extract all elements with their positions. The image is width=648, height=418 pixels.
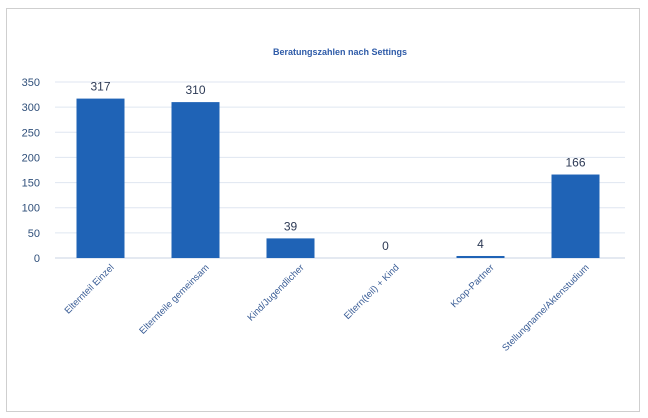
y-tick-label: 300 bbox=[22, 102, 40, 114]
category-label: Koop-Partner bbox=[449, 262, 497, 310]
y-tick-label: 150 bbox=[22, 178, 40, 190]
grid-layer bbox=[55, 81, 625, 259]
category-label: Elternteile gemeinsam bbox=[137, 262, 211, 336]
data-label: 4 bbox=[477, 237, 484, 251]
y-tick-label: 200 bbox=[22, 152, 40, 164]
category-labels: Elternteil Einzel Elternteile gemeinsam Ki… bbox=[63, 262, 592, 353]
y-tick-label: 350 bbox=[22, 77, 40, 89]
chart-title: Beratungszahlen nach Settings bbox=[273, 47, 407, 57]
data-label: 39 bbox=[284, 219, 298, 233]
category-label: Stellungname/Aktenstudium bbox=[500, 262, 591, 353]
data-labels: 317 310 39 0 4 166 bbox=[90, 80, 585, 253]
data-label: 0 bbox=[382, 239, 389, 253]
bar bbox=[456, 255, 505, 258]
category-label: Elternteil Einzel bbox=[63, 262, 117, 316]
data-label: 166 bbox=[565, 156, 585, 170]
bar bbox=[266, 238, 315, 258]
category-label: Eltern(teil) + Kind bbox=[342, 262, 401, 321]
y-tick-label: 50 bbox=[28, 228, 40, 240]
y-tick-label: 100 bbox=[22, 203, 40, 215]
y-axis-ticks: 0 50 100 150 200 250 300 350 bbox=[22, 77, 40, 265]
data-label: 310 bbox=[185, 83, 205, 97]
bars bbox=[76, 98, 600, 258]
y-tick-label: 0 bbox=[34, 253, 40, 265]
bar bbox=[76, 98, 125, 258]
y-tick-label: 250 bbox=[22, 127, 40, 139]
category-label: Kind/Jugendlicher bbox=[245, 262, 306, 323]
bar bbox=[551, 174, 600, 258]
bar bbox=[171, 102, 220, 258]
data-label: 317 bbox=[90, 80, 110, 94]
